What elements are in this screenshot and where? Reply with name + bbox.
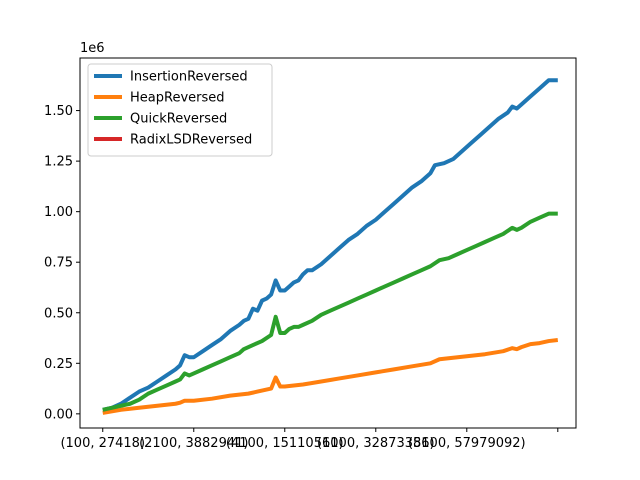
legend: InsertionReversed HeapReversed QuickRevers… <box>87 63 273 157</box>
x-tick-label: (8100, 57979092) <box>408 436 526 451</box>
y-offset-label: 1e6 <box>80 41 105 56</box>
series-line-HeapReversed <box>102 338 559 415</box>
y-tick-label: 0.75 <box>44 256 73 271</box>
series-line-QuickReversed <box>102 211 558 412</box>
y-axis: 0.00 0.25 0.50 0.75 1.00 1.25 1.50 <box>44 104 80 422</box>
series-layer <box>102 78 559 415</box>
x-tick-label: (4100, 15110510) <box>226 436 344 451</box>
legend-box <box>87 63 273 157</box>
y-tick-label: 1.00 <box>44 205 73 220</box>
y-tick-label: 1.50 <box>44 104 73 119</box>
x-tick-label: (6100, 32873356) <box>317 436 435 451</box>
legend-label: QuickReversed <box>130 112 227 127</box>
x-tick-label: (100, 27418) <box>60 436 145 451</box>
y-tick-label: 0.00 <box>44 407 73 422</box>
x-tick-label: (2100, 3882941) <box>139 436 248 451</box>
plot-frame <box>79 57 577 429</box>
y-tick-label: 0.50 <box>44 306 73 321</box>
legend-label: InsertionReversed <box>130 70 248 85</box>
y-tick-label: 0.25 <box>44 357 73 372</box>
legend-label: HeapReversed <box>130 91 225 106</box>
series-line-InsertionReversed <box>102 78 558 412</box>
y-tick-label: 1.25 <box>44 155 73 170</box>
legend-label: RadixLSDReversed <box>130 133 252 148</box>
x-axis: (100, 27418)(2100, 3882941)(4100, 151105… <box>60 428 559 451</box>
